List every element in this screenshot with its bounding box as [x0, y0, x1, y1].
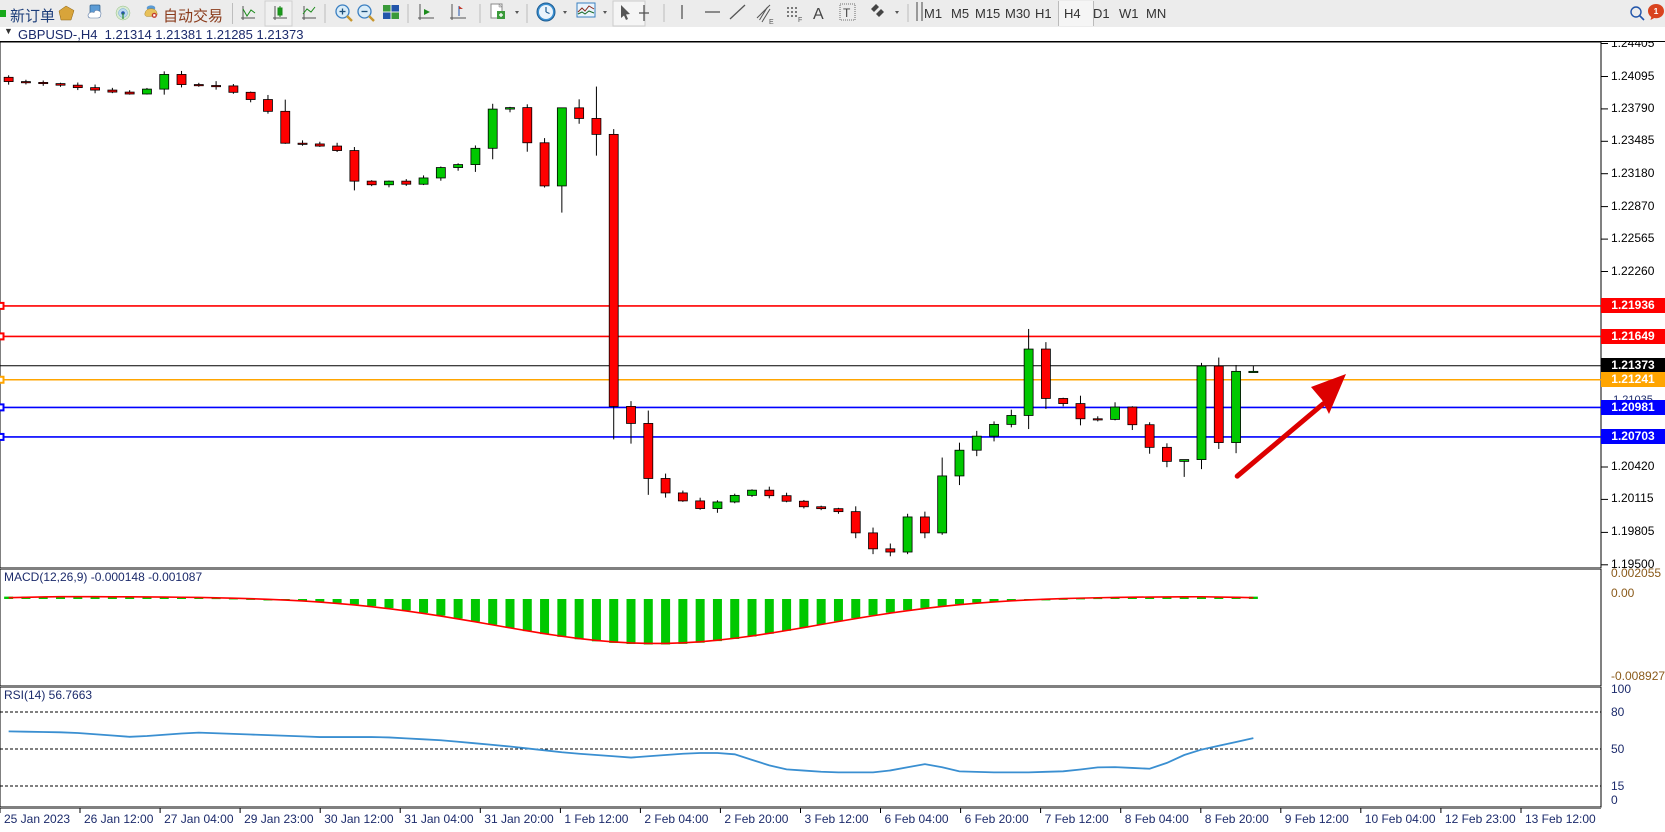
svg-text:1: 1 — [1654, 6, 1659, 16]
